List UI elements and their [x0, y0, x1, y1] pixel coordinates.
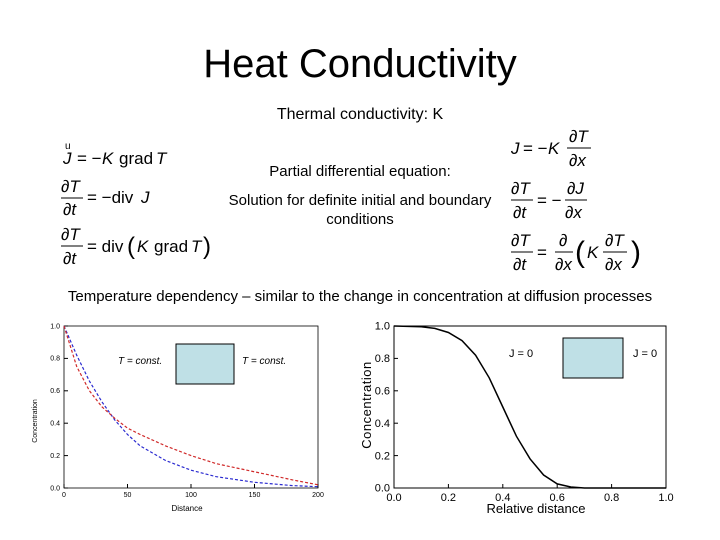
chart-right-xtick-label: 0.2	[441, 492, 456, 504]
svg-text:∂t: ∂t	[513, 203, 527, 222]
chart-right-ylabel: Concentration	[359, 361, 374, 448]
chart-right-xtick-label: 0.6	[550, 492, 565, 504]
chart-left-ylabel: Concentration	[32, 399, 39, 443]
svg-text:= −: = −	[537, 191, 562, 210]
chart-left-xtick-label: 50	[124, 492, 132, 499]
chart-right-ytick-label: 0.4	[375, 418, 390, 430]
chart-right-ytick-label: 0.6	[375, 385, 390, 397]
svg-text:T: T	[191, 237, 203, 256]
equations-1d-form: J = − K ∂T ∂x ∂T ∂t = − ∂J ∂x ∂T ∂t = ∂ …	[510, 127, 641, 274]
svg-text:K: K	[587, 243, 599, 262]
chart-left-plot: 0 50 100 150 200 0.0 0.2 0.4 0.6 0.8 1.0	[50, 323, 324, 499]
chart-right-annotation-2: J = 0	[633, 348, 657, 360]
slide-title: Heat Conductivity	[203, 42, 517, 86]
chart-right-xtick-label: 0.4	[495, 492, 510, 504]
svg-text:∂t: ∂t	[63, 200, 77, 219]
svg-text:J: J	[62, 149, 72, 168]
chart-right-xtick-label: 1.0	[658, 492, 673, 504]
svg-text:(: (	[575, 236, 585, 269]
chart-right-xlabel: Relative distance	[487, 501, 586, 516]
chart-left-xtick-label: 0	[62, 492, 66, 499]
svg-text:∂t: ∂t	[63, 249, 77, 268]
svg-text:K: K	[137, 237, 149, 256]
chart-temperature-distance: Concentration Distance T = const. T = co…	[32, 323, 324, 513]
chart-left-xtick-label: 200	[312, 492, 324, 499]
chart-right-plot: 0.0 0.2 0.4 0.6 0.8 1.0 0.0 0.2 0.4 0.6 0.8 1.0	[375, 321, 674, 504]
svg-text:∂J: ∂J	[567, 179, 584, 198]
svg-text:∂T: ∂T	[511, 231, 531, 250]
svg-text:u: u	[65, 141, 71, 152]
svg-text:∂T: ∂T	[61, 225, 81, 244]
svg-text:J: J	[140, 188, 150, 207]
chart-right-series-0	[393, 325, 666, 489]
chart-left-xlabel: Distance	[171, 504, 203, 513]
svg-text:K: K	[102, 149, 114, 168]
chart-concentration-distance: Concentration Relative distance J = 0 J …	[359, 321, 674, 516]
svg-text:J: J	[510, 139, 520, 158]
pde-label: Partial differential equation:	[269, 163, 451, 180]
svg-text:∂: ∂	[559, 231, 567, 250]
chart-left-xtick-label: 100	[185, 492, 197, 499]
svg-text:∂T: ∂T	[605, 231, 625, 250]
chart-left-annotation-2: T = const.	[242, 356, 286, 367]
svg-text:∂x: ∂x	[569, 151, 586, 170]
svg-text:T: T	[156, 149, 168, 168]
equation-flux-1d: J = − K ∂T ∂x	[510, 127, 591, 170]
slide-subtitle: Thermal conductivity: K	[276, 106, 444, 123]
equation-heat-1d: ∂T ∂t = ∂ ∂x ( K ∂T ∂x )	[511, 231, 641, 274]
equation-continuity-vector: ∂T ∂t = −div J	[61, 177, 150, 219]
chart-left-ytick-label: 0.8	[50, 356, 60, 363]
svg-text:∂x: ∂x	[605, 255, 622, 274]
svg-text:∂x: ∂x	[555, 255, 572, 274]
svg-text:∂x: ∂x	[565, 203, 582, 222]
svg-text:∂T: ∂T	[569, 127, 589, 146]
chart-left-series-1	[63, 325, 319, 486]
equation-heat-vector: ∂T ∂t = div ( K grad T )	[61, 225, 211, 268]
equation-continuity-1d: ∂T ∂t = − ∂J ∂x	[511, 179, 587, 222]
chart-right-ytick-label: 0.8	[375, 353, 390, 365]
chart-right-ytick-label: 1.0	[375, 321, 390, 333]
temperature-dependency-text: Temperature dependency – similar to the …	[67, 288, 653, 305]
svg-text:K: K	[548, 139, 560, 158]
chart-left-annotation-1: T = const.	[118, 356, 162, 367]
svg-text:grad: grad	[154, 237, 188, 256]
equations-vector-form: J u = − K grad T ∂T ∂t = −div J ∂T ∂t = …	[61, 141, 211, 268]
chart-right-ytick-label: 0.0	[375, 483, 390, 495]
chart-left-xtick-label: 150	[249, 492, 261, 499]
svg-text:∂T: ∂T	[511, 179, 531, 198]
solution-label: Solution for definite initial and bounda…	[228, 192, 492, 228]
svg-text:=: =	[537, 243, 547, 262]
equation-flux-vector: J u = − K grad T	[62, 141, 168, 168]
chart-left-ytick-label: 1.0	[50, 323, 60, 330]
chart-right-ytick-label: 0.2	[375, 450, 390, 462]
svg-text:grad: grad	[119, 149, 153, 168]
chart-left-ytick-label: 0.0	[50, 485, 60, 492]
chart-right-xtick-label: 0.0	[386, 492, 401, 504]
chart-left-ytick-label: 0.6	[50, 388, 60, 395]
chart-right-frame	[393, 325, 667, 489]
svg-text:∂T: ∂T	[61, 177, 81, 196]
chart-right-annotation-1: J = 0	[509, 348, 533, 360]
chart-right-xtick-label: 0.8	[604, 492, 619, 504]
svg-text:= −: = −	[523, 139, 548, 158]
svg-text:= div: = div	[87, 237, 124, 256]
chart-left-annotation-box-1	[175, 343, 235, 385]
svg-text:): )	[203, 233, 211, 260]
svg-text:(: (	[127, 233, 135, 260]
chart-right-annotation-box	[562, 337, 624, 379]
svg-text:= −: = −	[77, 149, 102, 168]
svg-text:): )	[631, 236, 641, 269]
svg-text:∂t: ∂t	[513, 255, 527, 274]
chart-left-ytick-label: 0.4	[50, 421, 60, 428]
chart-left-ytick-label: 0.2	[50, 453, 60, 460]
chart-left-series-0	[63, 325, 319, 488]
svg-text:= −div: = −div	[87, 188, 134, 207]
